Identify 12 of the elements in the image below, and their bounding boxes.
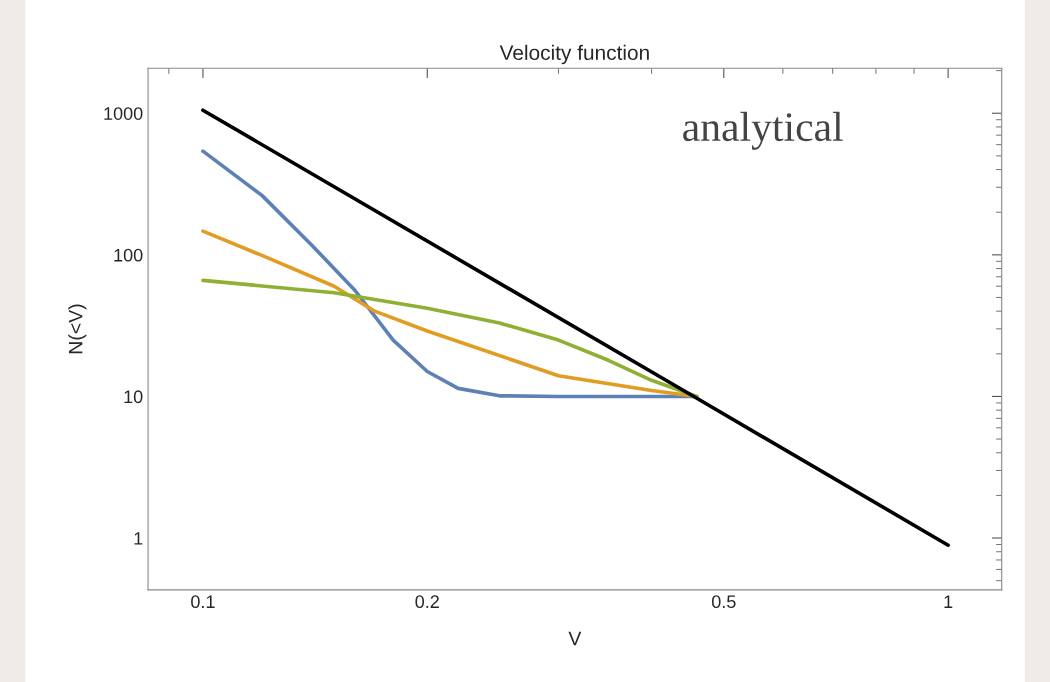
x-tick-label: 1 — [944, 595, 953, 608]
y-tick-label: 10 — [124, 390, 143, 404]
x-tick-label: 0.1 — [191, 595, 215, 609]
x-tick-label: 0.2 — [415, 595, 439, 609]
y-tick-label: 1 — [134, 532, 143, 545]
x-axis-title: V — [568, 631, 582, 646]
y-tick-label: 100 — [114, 248, 143, 262]
y-tick-label: 1000 — [104, 107, 143, 120]
x-tick-label: 0.5 — [711, 595, 736, 609]
annotation: analytical — [683, 111, 843, 150]
y-axis-title: N(<V) — [68, 304, 87, 354]
chart-title: Velocity function — [499, 44, 649, 65]
